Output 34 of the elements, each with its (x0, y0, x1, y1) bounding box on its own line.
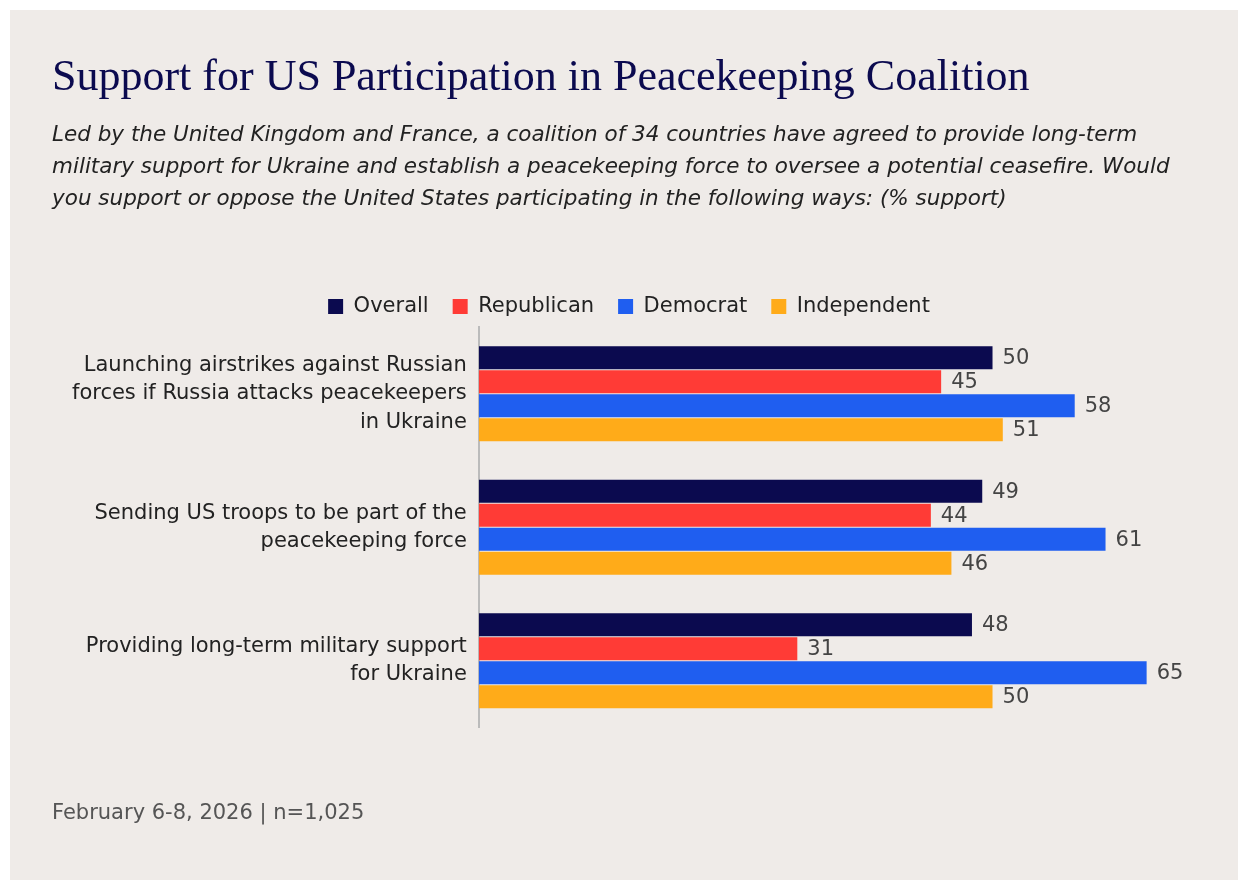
data-label: 61 (1115, 526, 1143, 551)
data-label: 51 (1012, 417, 1040, 442)
y-tick-label: Sending US troops to be part of the peacekeeping force (94, 499, 467, 552)
chart-title: Support for US Participation in Peacekeeping Coalition (52, 50, 1030, 101)
data-label: 65 (1156, 660, 1184, 685)
legend-label: Independent (796, 292, 930, 317)
data-label: 46 (961, 550, 989, 575)
bar (478, 503, 931, 527)
data-label: 50 (1002, 345, 1030, 370)
bar (478, 661, 1147, 685)
bar (478, 613, 972, 637)
legend-label: Overall (353, 292, 429, 317)
y-tick-label: Providing long-term military support for Ukraine (85, 633, 467, 686)
legend-label: Republican (478, 292, 595, 317)
data-label: 49 (992, 478, 1019, 503)
bar (478, 637, 798, 661)
data-label: 58 (1084, 393, 1112, 418)
data-label: 44 (940, 502, 968, 527)
data-label: 45 (951, 369, 978, 394)
bar (478, 685, 993, 709)
bar (478, 370, 942, 394)
bar (478, 479, 983, 503)
bar (478, 394, 1075, 418)
text: February 6-8, 2026 | n=1,025 (52, 800, 365, 824)
data-label: 50 (1002, 684, 1030, 709)
bar (478, 418, 1003, 442)
chart-subtitle: Led by the United Kingdom and France, a coalition of 34 countries have agreed to provide long-term military support for Ukraine and establish a peacekeeping force to oversee a potential ceasefire. Would you support or oppose the United States participating in the following ways: (% support) (52, 120, 1171, 212)
y-tick-label: Launching airstrikes against Russian forces if Russia attacks peacekeepers in Ukraine (71, 351, 467, 433)
bar (478, 551, 952, 575)
data-label: 31 (807, 636, 835, 661)
bar (478, 346, 993, 370)
legend-label: Democrat (643, 292, 748, 317)
data-label: 48 (981, 612, 1009, 637)
bar (478, 527, 1106, 551)
